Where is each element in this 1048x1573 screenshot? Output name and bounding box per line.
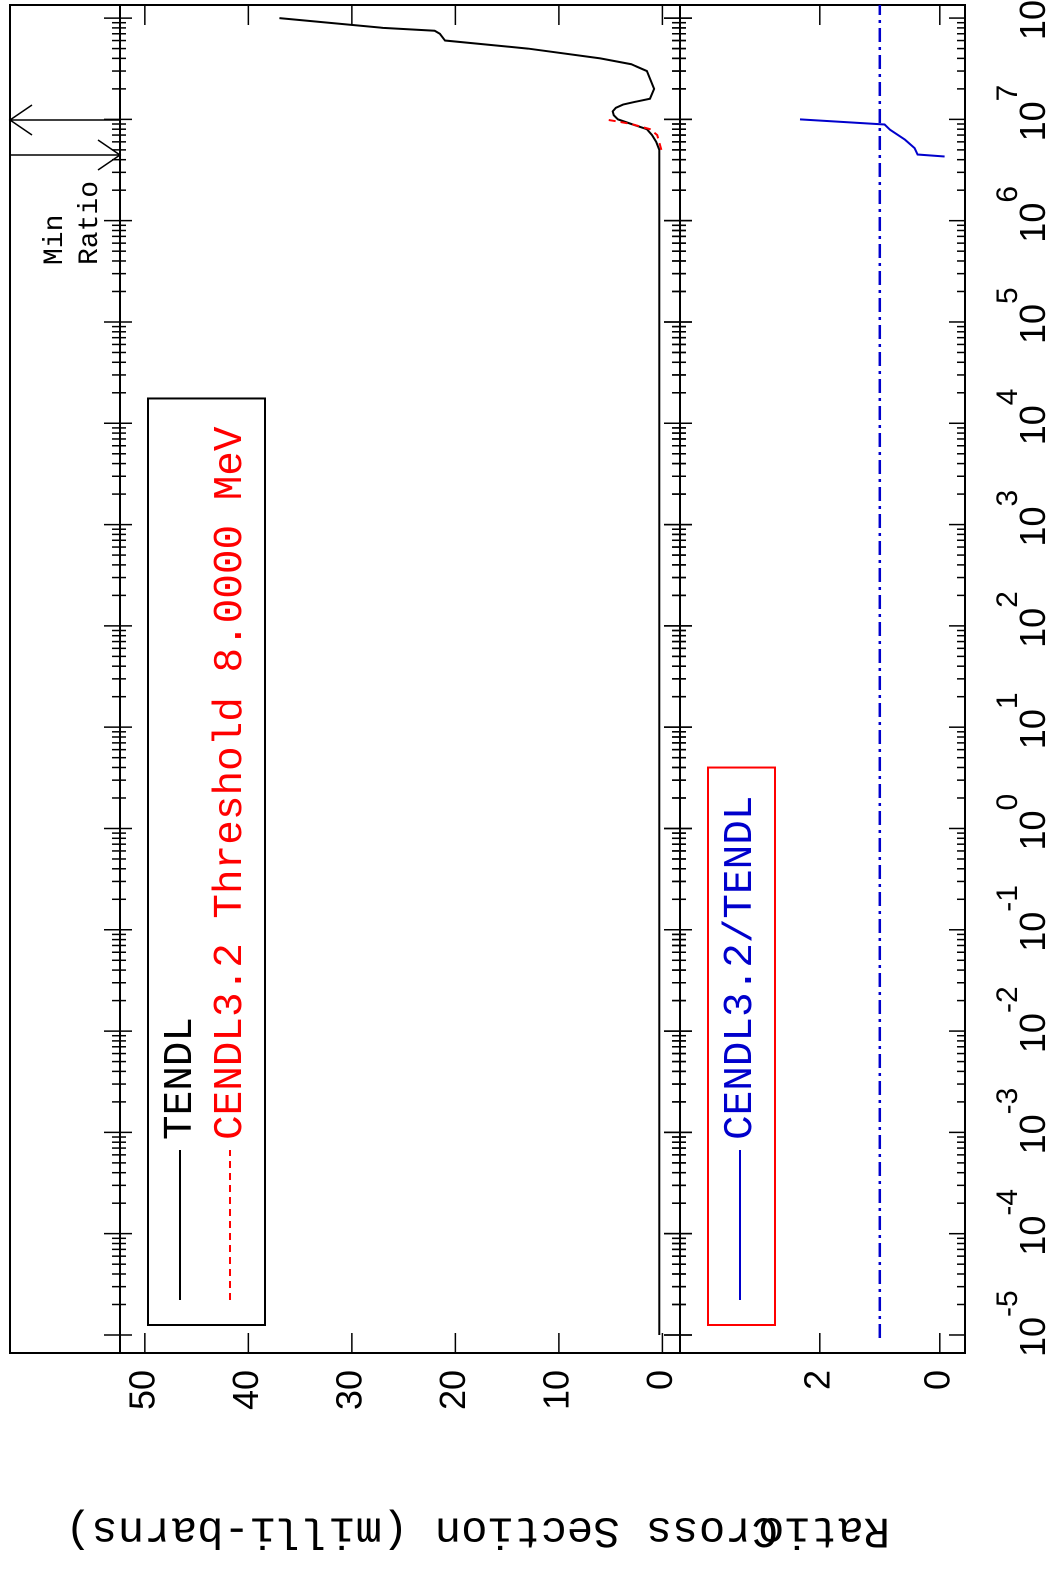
x-tick-base: 10	[1012, 709, 1048, 749]
x-tick-label: 103	[991, 490, 1048, 547]
x-tick-exponent: 6	[991, 186, 1024, 203]
x-tick-base: 10	[1012, 304, 1048, 344]
x-tick-exponent: -1	[991, 885, 1024, 912]
legend-box	[707, 766, 776, 1326]
axis-title: Cross Section (milli-barns)	[65, 1504, 778, 1554]
x-tick-label: 102	[991, 591, 1048, 648]
x-tick-label: 105	[991, 287, 1048, 344]
annotation: Min	[40, 215, 71, 265]
legend-label: CENDL3.2/TENDL	[718, 796, 764, 1140]
x-tick-exponent: 2	[991, 591, 1024, 608]
x-tick-base: 10	[1012, 1216, 1048, 1256]
x-tick-label: 10-3	[991, 1088, 1048, 1155]
x-tick-base: 10	[1012, 1114, 1048, 1154]
x-tick-exponent: -2	[991, 986, 1024, 1013]
x-tick-label: 10-2	[991, 986, 1048, 1053]
x-tick-base: 10	[1012, 101, 1048, 141]
legend-label: TENDL	[158, 1017, 204, 1140]
y-tick-label: 2	[796, 1370, 837, 1390]
min-ratio-arrows	[8, 104, 122, 171]
y-tick-label: 10	[535, 1370, 576, 1410]
legend-box	[147, 397, 266, 1326]
x-tick-base: 10	[1012, 912, 1048, 952]
x-tick-exponent: -5	[991, 1290, 1024, 1317]
x-tick-label: 101	[991, 692, 1048, 749]
plot-frame	[9, 4, 966, 1354]
x-tick-label: 10-1	[991, 885, 1048, 952]
x-tick-exponent: 4	[991, 389, 1024, 406]
x-tick-base: 10	[1012, 1317, 1048, 1357]
arrow-head	[8, 104, 33, 136]
x-tick-base: 10	[1012, 405, 1048, 445]
x-tick-base: 10	[1012, 1013, 1048, 1053]
x-tick-exponent: 5	[991, 287, 1024, 304]
y-tick-label: 20	[432, 1370, 473, 1410]
series-line	[799, 118, 945, 158]
x-tick-label: 10-5	[991, 1290, 1048, 1357]
x-tick-label: 108	[991, 0, 1048, 40]
x-tick-exponent: 1	[991, 692, 1024, 709]
x-tick-base: 10	[1012, 608, 1048, 648]
arrow-head	[97, 139, 122, 171]
x-tick-base: 10	[1012, 507, 1048, 547]
y-tick-label: 30	[328, 1370, 369, 1410]
annotation: Ratio	[75, 181, 106, 265]
x-tick-exponent: 3	[991, 490, 1024, 507]
x-tick-base: 10	[1012, 810, 1048, 850]
y-tick-label: 40	[225, 1370, 266, 1410]
x-tick-label: 106	[991, 186, 1048, 243]
axis-title: Ratio	[758, 1504, 890, 1554]
legend-label: CENDL3.2 Threshold 8.0000 MeV	[208, 426, 254, 1140]
series-line	[279, 17, 661, 1335]
y-tick-label: 0	[639, 1370, 680, 1390]
rotated-plot: Min Ratio Cross Section (milli-barns)Rat…	[8, 0, 1048, 1554]
x-tick-exponent: 0	[991, 794, 1024, 811]
y-tick-label: 50	[121, 1370, 162, 1410]
x-tick-label: 107	[991, 85, 1048, 142]
y-tick-label: 0	[916, 1370, 957, 1390]
x-tick-label: 100	[991, 794, 1048, 851]
x-tick-base: 10	[1012, 203, 1048, 243]
x-tick-base: 10	[1012, 0, 1048, 40]
x-tick-exponent: -4	[991, 1189, 1024, 1216]
series-line	[605, 118, 663, 151]
x-tick-label: 10-4	[991, 1189, 1048, 1256]
x-tick-exponent: -3	[991, 1088, 1024, 1115]
x-tick-label: 104	[991, 389, 1048, 446]
x-tick-exponent: 7	[991, 85, 1024, 102]
